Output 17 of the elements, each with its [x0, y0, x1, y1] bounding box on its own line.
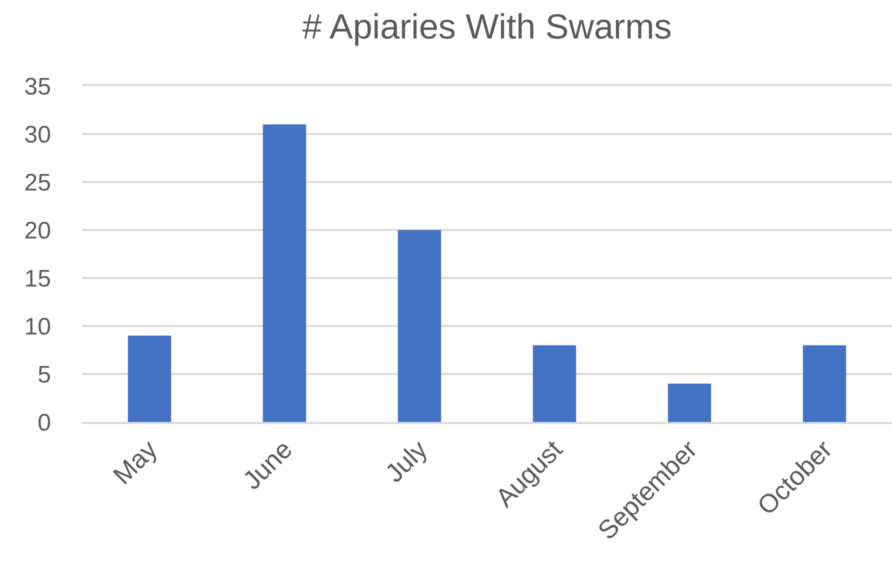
- bar: [802, 345, 846, 422]
- y-tick-label: 0: [38, 409, 51, 436]
- bar: [262, 124, 306, 422]
- bar: [532, 345, 576, 422]
- y-tick-label: 5: [38, 361, 51, 388]
- y-tick-label: 10: [24, 313, 51, 340]
- y-tick-label: 25: [24, 169, 51, 196]
- bar: [668, 384, 712, 422]
- bar: [398, 230, 442, 422]
- y-tick-label: 30: [24, 121, 51, 148]
- y-tick-label: 20: [24, 217, 51, 244]
- y-tick-label: 35: [24, 73, 51, 100]
- x-tick-label: July: [379, 434, 433, 488]
- chart-title: # Apiaries With Swarms: [302, 7, 672, 46]
- x-tick-label: May: [106, 434, 163, 490]
- bar: [128, 336, 172, 422]
- y-tick-label: 15: [24, 265, 51, 292]
